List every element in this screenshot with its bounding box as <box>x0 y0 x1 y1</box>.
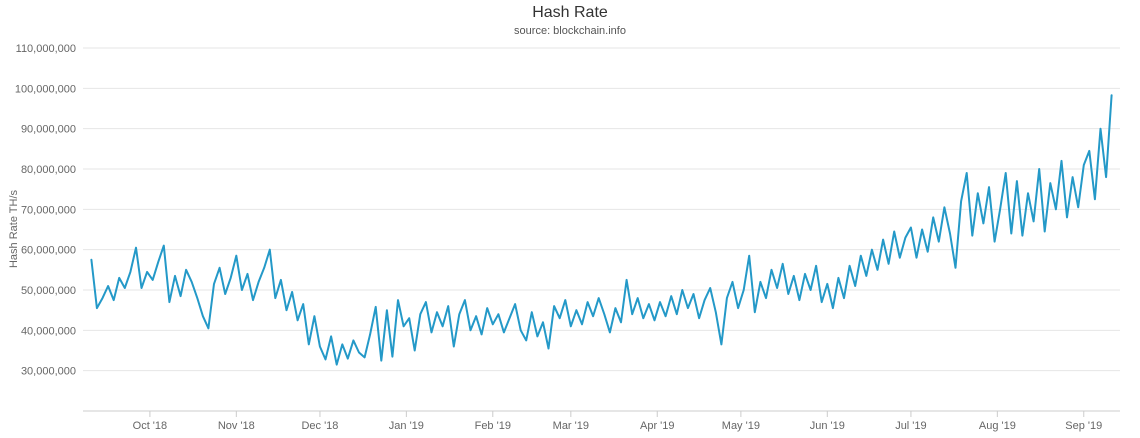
hash-rate-line[interactable] <box>90 94 1113 366</box>
x-axis-tick-label: Nov '18 <box>218 420 255 432</box>
x-axis-tick-label: Dec '18 <box>301 420 338 432</box>
y-axis-tick-label: 50,000,000 <box>21 285 76 297</box>
x-axis-tick-label: Jan '19 <box>389 420 424 432</box>
chart-title: Hash Rate <box>532 4 608 21</box>
x-axis-tick-label: Feb '19 <box>475 420 511 432</box>
y-axis-tick-label: 100,000,000 <box>15 83 76 95</box>
x-axis-tick-label: Apr '19 <box>640 420 675 432</box>
x-axis-tick-label: Mar '19 <box>553 420 589 432</box>
x-axis-tick-label: Aug '19 <box>979 420 1016 432</box>
x-axis-tick-label: Jul '19 <box>895 420 926 432</box>
y-axis-tick-label: 40,000,000 <box>21 325 76 337</box>
y-axis-tick-label: 90,000,000 <box>21 124 76 136</box>
x-axis-tick-label: Sep '19 <box>1065 420 1102 432</box>
chart-subtitle: source: blockchain.info <box>514 25 626 37</box>
y-axis-tick-label: 70,000,000 <box>21 204 76 216</box>
x-axis-tick-label: Jun '19 <box>810 420 845 432</box>
y-axis-tick-label: 30,000,000 <box>21 366 76 378</box>
y-axis-tick-label: 110,000,000 <box>16 43 76 55</box>
y-axis-tick-label: 60,000,000 <box>21 245 76 257</box>
y-axis-tick-label: 80,000,000 <box>21 164 76 176</box>
x-axis-tick-label: May '19 <box>722 420 760 432</box>
x-axis-tick-label: Oct '18 <box>133 420 168 432</box>
